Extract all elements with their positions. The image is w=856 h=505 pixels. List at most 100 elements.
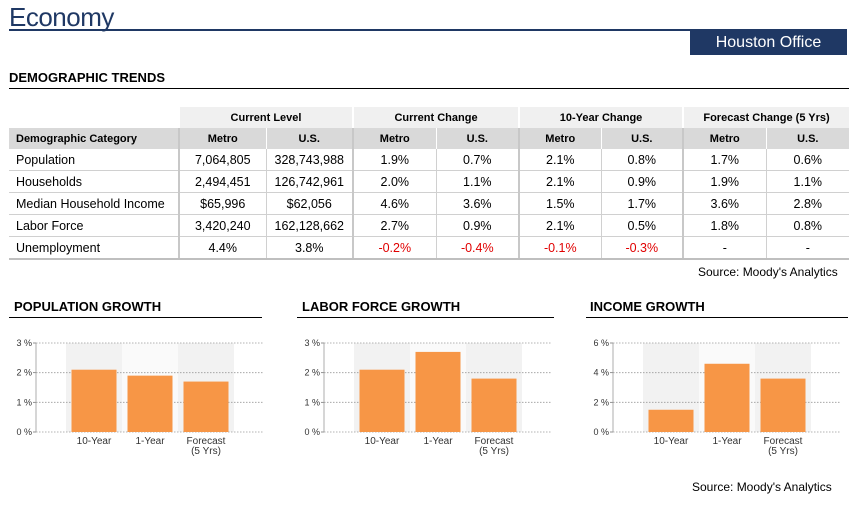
table-row: Labor Force 3,420,240 162,128,662 2.7% 0.9% 2… [9,214,850,237]
table-cell: 2,494,451 [178,170,266,193]
sub-header: Metro [518,128,602,149]
y-tick-label: 1 % [304,397,320,407]
x-category-label: 1-Year [135,436,165,447]
x-category-label: (5 Yrs) [768,446,798,457]
group-header: 10-Year Change [518,107,684,128]
table-cell: 0.9% [435,214,520,237]
table-cell: 162,128,662 [265,214,354,237]
table-cell: 2.0% [352,170,437,193]
row-label: Unemployment [9,236,179,260]
table-cell: 1.1% [765,170,850,193]
table-cell: 328,743,988 [265,149,354,171]
y-tick-label: 0 % [16,427,32,437]
table-cell: 1.1% [435,170,520,193]
sub-header: U.S. [600,128,684,149]
table-cell: 1.9% [682,170,767,193]
bar [415,351,461,432]
x-category-label: Forecast [764,436,803,447]
table-corner [9,107,179,128]
table-cell: 2.1% [518,170,602,193]
demographic-table-body: Population 7,064,805 328,743,988 1.9% 0.7% 2.… [9,149,850,260]
table-cell: 0.9% [600,170,684,193]
table-cell: 1.7% [682,149,767,171]
population-growth-svg: 0 % 1 % 2 % 3 % 10-Year 1-Year Forecast(5 Yrs) [16,338,264,457]
row-label: Median Household Income [9,192,179,215]
table-cell: 2.1% [518,149,602,171]
chart-rule-labor [297,317,554,318]
y-tick-label: 3 % [16,338,32,348]
table-cell: 3.8% [265,236,354,260]
sub-header: U.S. [435,128,520,149]
table-cell: 2.8% [765,192,850,215]
table-cell: - [765,236,850,260]
table-cell: 1.5% [518,192,602,215]
table-cell: -0.3% [600,236,684,260]
table-cell: 7,064,805 [178,149,266,171]
y-tick-label: 3 % [304,338,320,348]
bar [760,378,806,432]
table-row: Households 2,494,451 126,742,961 2.0% 1.1% 2.… [9,170,850,193]
y-tick-label: 0 % [593,427,609,437]
demographic-trends-title: DEMOGRAPHIC TRENDS [9,70,166,85]
table-cell: -0.1% [518,236,602,260]
population-growth-chart: 0 % 1 % 2 % 3 % 10-Year 1-Year Forecast (5 Yrs) [9,320,264,470]
bar [359,369,405,432]
bar [71,369,117,432]
x-category-label: (5 Yrs) [191,446,221,457]
x-category-label: 1-Year [423,436,453,447]
sub-header: Metro [352,128,437,149]
table-row: Median Household Income $65,996 $62,056 4.6… [9,192,850,215]
x-category-label: Forecast [475,436,514,447]
group-header: Current Change [352,107,520,128]
chart-rule-income [586,317,848,318]
x-category-label: Forecast [187,436,226,447]
demographic-table: Current Level Current Change 10-Year Cha… [9,107,850,260]
table-cell: 1.7% [600,192,684,215]
table-cell: 0.5% [600,214,684,237]
x-category-label: 10-Year [654,436,689,447]
chart-title-income: INCOME GROWTH [590,299,705,314]
table-source: Source: Moody's Analytics [698,265,838,279]
table-cell: 4.6% [352,192,437,215]
sub-header: Metro [682,128,767,149]
y-tick-label: 2 % [593,397,609,407]
y-tick-label: 4 % [593,368,609,378]
table-cell: 4.4% [178,236,266,260]
table-cell: 0.8% [600,149,684,171]
x-category-label: (5 Yrs) [479,446,509,457]
bar [648,409,694,432]
charts-source: Source: Moody's Analytics [692,480,832,494]
table-cell: 2.7% [352,214,437,237]
y-tick-label: 2 % [304,368,320,378]
group-header: Current Level [177,107,354,128]
office-badge: Houston Office [690,31,847,55]
sub-header: Metro [178,128,266,149]
bar [127,375,173,432]
x-category-label: 10-Year [77,436,112,447]
table-cell: -0.4% [435,236,520,260]
table-cell: 1.9% [352,149,437,171]
x-category-label: 1-Year [712,436,742,447]
demographic-trends-rule [9,88,849,89]
chart-title-population: POPULATION GROWTH [14,299,162,314]
labor-force-growth-svg: 0 % 1 % 2 % 3 % 10-Year 1-Year Forecast(5 Yrs) [304,338,552,457]
chart-title-labor: LABOR FORCE GROWTH [302,299,461,314]
table-cell: -0.2% [352,236,437,260]
bar [704,363,750,432]
income-growth-chart: 0 % 2 % 4 % 6 % 10-Year 1-Year Forecast (5 Yrs) [586,320,848,470]
sub-header: U.S. [765,128,850,149]
x-category-label: 10-Year [365,436,400,447]
row-label: Population [9,149,179,171]
table-row: Unemployment 4.4% 3.8% -0.2% -0.4% -0.1% -0.3%… [9,236,850,260]
table-cell: $62,056 [265,192,354,215]
table-row: Population 7,064,805 328,743,988 1.9% 0.7% 2.… [9,149,850,171]
y-tick-label: 2 % [16,368,32,378]
y-tick-label: 1 % [16,397,32,407]
table-cell: 0.7% [435,149,520,171]
page-title: Economy [9,2,114,32]
row-label: Labor Force [9,214,179,237]
group-header: Forecast Change (5 Yrs) [682,107,850,128]
table-cell: 2.1% [518,214,602,237]
bar [471,378,517,432]
income-growth-svg: 0 % 2 % 4 % 6 % 10-Year 1-Year Forecast(5 Yrs) [593,338,841,457]
